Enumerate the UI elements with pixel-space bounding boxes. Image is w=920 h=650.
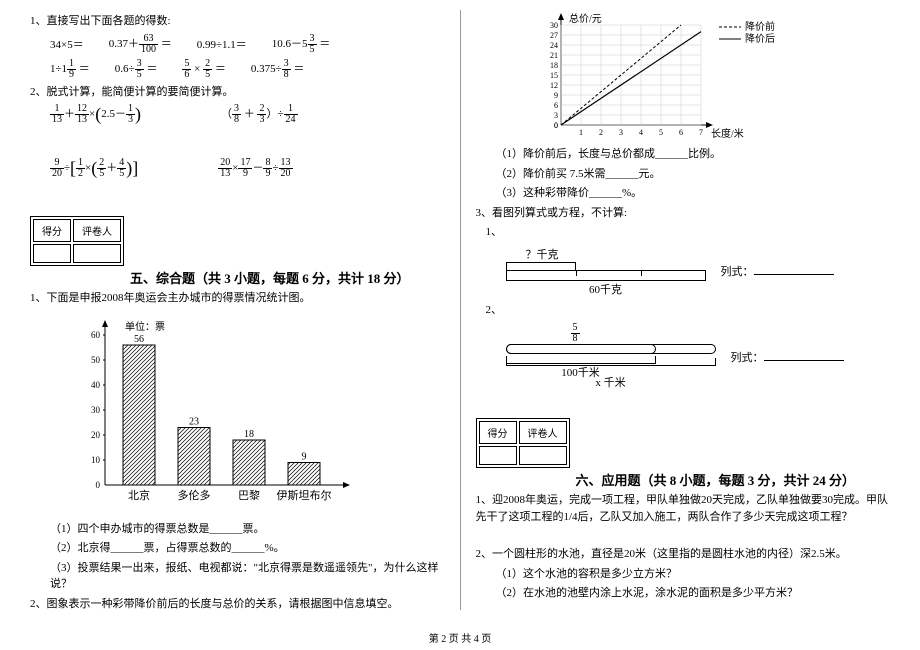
svg-text:1: 1 [579,128,583,137]
svg-text:6: 6 [554,101,558,110]
d2-frac: 58 [571,323,580,344]
q3-title: 3、看图列算式或方程，不计算: [476,205,891,222]
svg-text:60: 60 [91,330,101,340]
c2-sub3: （3）这种彩带降价______%。 [496,185,891,202]
expr: 56 × 25 ＝ [182,59,225,80]
svg-text:30: 30 [91,405,101,415]
line-chart: 总价/元长度/米降价前降价后12345670369121518212427300 [536,10,891,143]
q6-2-sub1: （1）这个水池的容积是多少立方米？ [496,566,891,583]
q6-1: 1、迎2008年奥运，完成一项工程，甲队单独做20天完成，乙队单独做要30完成。… [476,492,891,525]
diagram-2: 58 100千米 x 千米 列式： [506,323,891,390]
diagram-1: ？千克 60千克 列式： [506,246,891,297]
c2-sub2: （2）降价前买 7.5米需______元。 [496,166,891,183]
math-row-4: 920÷[12×(25＋45)] 2013×179－89÷1320 [50,158,445,179]
section5-title: 五、综合题（共 3 小题，每题 6 分，共计 18 分） [130,268,445,287]
q5-1-sub3: （3）投票结果一出来，报纸、电视都说："北京得票是数遥遥领先"，为什么这样说？ [50,560,445,593]
svg-text:21: 21 [550,51,558,60]
d1-bottom: 60千克 [506,281,706,297]
expr: 113＋1213×(2.5－13) [50,104,141,125]
svg-text:12: 12 [550,81,558,90]
d1-top: ？千克 [526,246,706,262]
q5-1-sub1: （1）四个申办城市的得票总数是______票。 [50,521,445,538]
column-divider [460,10,461,610]
d2-xlabel: x 千米 [506,374,716,390]
q5-1-sub2: （2）北京得______票，占得票总数的______%。 [50,540,445,557]
svg-text:7: 7 [699,128,703,137]
svg-text:3: 3 [619,128,623,137]
svg-text:18: 18 [244,429,254,440]
svg-text:伊斯坦布尔: 伊斯坦布尔 [277,488,332,502]
q6-2-sub2: （2）在水池的池壁内涂上水泥，涂水泥的面积是多少平方米？ [496,585,891,602]
svg-text:单位：票: 单位：票 [125,320,165,333]
expr: （38 ＋ 23）÷124 [221,104,298,125]
expr: 0.375÷38 ＝ [251,59,305,80]
expr: 1÷119 ＝ [50,59,90,80]
reviewer-label: 评卷人 [519,421,567,444]
score-label: 得分 [33,219,71,242]
svg-text:3: 3 [554,111,558,120]
svg-text:2: 2 [599,128,603,137]
expr: 0.6÷35 ＝ [115,59,158,80]
d2-num: 2、 [486,302,891,319]
section6-title: 六、应用题（共 8 小题，每题 3 分，共计 24 分） [576,470,891,489]
svg-text:北京: 北京 [128,488,150,502]
svg-text:多伦多: 多伦多 [178,488,211,502]
bar-chart: 单位：票 0 10 20 30 40 50 60 56 北京 23 多伦多 18 巴黎 9 伊斯坦布尔 [70,315,445,513]
math-row-3: 113＋1213×(2.5－13) （38 ＋ 23）÷124 [50,104,445,125]
expr: 0.99÷1.1＝ [197,36,247,52]
expr: 0.37＋63100 ＝ [109,34,172,55]
expr: 920÷[12×(25＋45)] [50,158,138,179]
svg-text:总价/元: 总价/元 [569,12,602,25]
q6-2: 2、一个圆柱形的水池，直径是20米（这里指的是圆柱水池的内径）深2.5米。 [476,546,891,563]
svg-text:长度/米: 长度/米 [711,127,744,140]
math-row-2: 1÷119 ＝ 0.6÷35 ＝ 56 × 25 ＝ 0.375÷38 ＝ [50,59,445,80]
svg-text:18: 18 [550,61,558,70]
svg-text:56: 56 [134,334,144,345]
svg-text:9: 9 [554,91,558,100]
q1-title: 1、直接写出下面各题的得数: [30,13,445,30]
c2-sub1: （1）降价前后，长度与总价都成______比例。 [496,146,891,163]
d2-label: 列式： [731,349,844,365]
d1-label: 列式： [721,263,834,279]
svg-text:降价后: 降价后 [745,32,775,45]
svg-text:0: 0 [96,480,101,490]
svg-text:27: 27 [550,31,558,40]
svg-text:40: 40 [91,380,101,390]
svg-text:6: 6 [679,128,683,137]
left-column: 1、直接写出下面各题的得数: 34×5＝ 0.37＋63100 ＝ 0.99÷1… [30,10,445,610]
right-column: 总价/元长度/米降价前降价后12345670369121518212427300… [476,10,891,610]
svg-text:23: 23 [189,416,199,427]
svg-text:15: 15 [550,71,558,80]
score-box: 得分评卷人 [30,216,124,266]
svg-text:10: 10 [91,455,101,465]
q5-1: 1、下面是申报2008年奥运会主办城市的得票情况统计图。 [30,290,445,307]
reviewer-label: 评卷人 [73,219,121,242]
svg-text:降价前: 降价前 [745,20,775,33]
svg-text:30: 30 [550,21,558,30]
expr: 34×5＝ [50,36,84,52]
math-row-1: 34×5＝ 0.37＋63100 ＝ 0.99÷1.1＝ 10.6－535 ＝ [50,34,445,55]
svg-text:巴黎: 巴黎 [238,488,260,502]
score-label: 得分 [479,421,517,444]
svg-text:50: 50 [91,355,101,365]
score-box-2: 得分评卷人 [476,418,570,468]
svg-text:9: 9 [302,451,307,462]
q5-2: 2、图象表示一种彩带降价前后的长度与总价的关系，请根据图中信息填空。 [30,596,445,613]
expr: 2013×179－89÷1320 [218,158,292,179]
q2-title: 2、脱式计算，能简便计算的要简便计算。 [30,84,445,101]
svg-text:0: 0 [554,121,558,130]
svg-text:5: 5 [659,128,663,137]
page-footer: 第 2 页 共 4 页 [0,630,920,645]
svg-text:24: 24 [550,41,558,50]
svg-text:20: 20 [91,430,101,440]
expr: 10.6－535 ＝ [272,34,331,55]
d1-num: 1、 [486,224,891,241]
svg-text:4: 4 [639,128,643,137]
